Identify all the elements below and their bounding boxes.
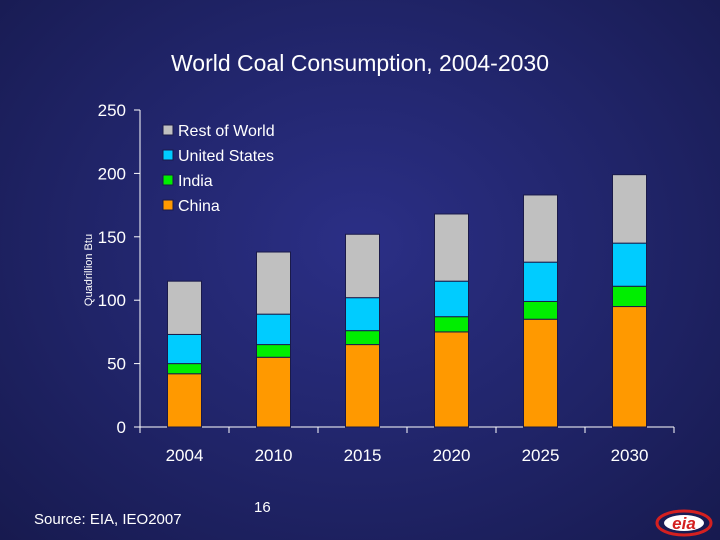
legend-label-india: India — [178, 173, 213, 190]
legend-label-rest-of-world: Rest of World — [178, 123, 275, 140]
source-note: Source: EIA, IEO2007 — [34, 511, 182, 528]
legend-label-united-states: United States — [178, 148, 274, 165]
bar-rest-of-world-2020 — [434, 213, 469, 282]
bar-india-2004 — [167, 363, 202, 375]
bar-united-states-2025 — [523, 261, 558, 302]
y-tick-label: 0 — [117, 418, 126, 437]
x-tick-label: 2015 — [344, 446, 382, 465]
svg-text:eia: eia — [672, 514, 696, 533]
bar-china-2015 — [345, 344, 380, 428]
bar-rest-of-world-2004 — [167, 280, 202, 335]
y-tick-label: 150 — [98, 228, 126, 247]
bar-united-states-2030 — [612, 242, 647, 287]
bar-united-states-2015 — [345, 297, 380, 332]
y-tick-label: 50 — [107, 355, 126, 374]
legend-swatch-china — [162, 199, 174, 211]
bar-rest-of-world-2030 — [612, 174, 647, 244]
x-tick-label: 2025 — [522, 446, 560, 465]
legend-swatch-united-states — [162, 149, 174, 161]
bar-china-2020 — [434, 331, 469, 428]
bar-rest-of-world-2015 — [345, 233, 380, 299]
x-tick-label: 2020 — [433, 446, 471, 465]
y-axis-title: Quadrillion Btu — [83, 234, 95, 306]
bar-china-2030 — [612, 306, 647, 428]
x-tick-label: 2010 — [255, 446, 293, 465]
x-tick-label: 2004 — [166, 446, 204, 465]
bar-india-2030 — [612, 285, 647, 308]
bar-rest-of-world-2025 — [523, 194, 558, 263]
bar-india-2015 — [345, 330, 380, 346]
page-number: 16 — [254, 499, 271, 516]
bar-united-states-2020 — [434, 280, 469, 318]
bar-india-2010 — [256, 344, 291, 358]
chart-title: World Coal Consumption, 2004-2030 — [170, 50, 550, 76]
bar-india-2020 — [434, 316, 469, 333]
legend-label-china: China — [178, 198, 220, 215]
y-tick-label: 250 — [98, 101, 126, 120]
legend: Rest of World United States India China — [162, 123, 275, 215]
bar-united-states-2004 — [167, 333, 202, 365]
y-tick-label: 200 — [98, 164, 126, 183]
bar-china-2025 — [523, 318, 558, 428]
bar-united-states-2010 — [256, 313, 291, 346]
bar-china-2004 — [167, 373, 202, 428]
x-tick-label: 2030 — [611, 446, 649, 465]
bar-china-2010 — [256, 356, 291, 428]
bars-layer — [167, 174, 647, 428]
legend-swatch-india — [162, 174, 174, 186]
bar-india-2025 — [523, 300, 558, 320]
legend-swatch-rest-of-world — [162, 124, 174, 136]
bar-rest-of-world-2010 — [256, 251, 291, 315]
eia-logo: eia — [655, 509, 713, 537]
y-tick-label: 100 — [98, 291, 126, 310]
axes-layer: 0 50 100 150 200 250 Quadrillion Btu 2004 2010 20… — [83, 101, 675, 465]
